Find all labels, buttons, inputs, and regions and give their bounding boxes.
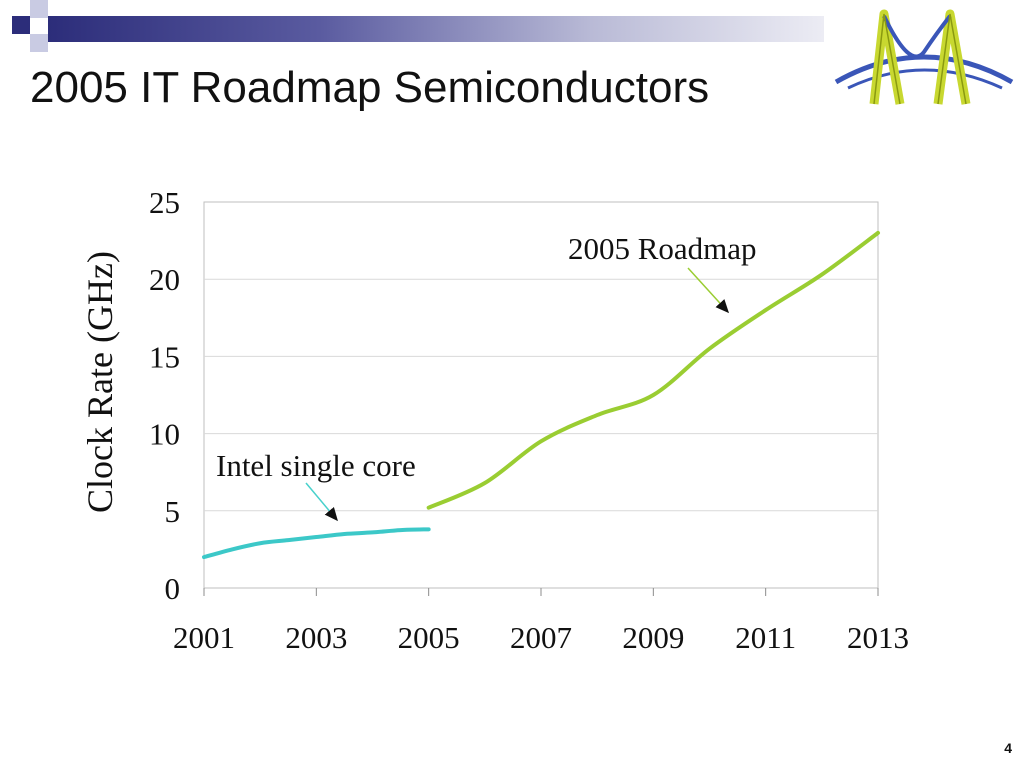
page-number: 4 xyxy=(1004,740,1012,756)
annotation-2005-roadmap: 2005 Roadmap xyxy=(568,231,757,266)
grid xyxy=(204,278,878,512)
y-tick-label: 15 xyxy=(149,339,180,374)
y-axis-label: Clock Rate (GHz) xyxy=(80,251,120,513)
x-tick-label: 2013 xyxy=(847,620,909,655)
annotation-intel-single-core: Intel single core xyxy=(216,448,416,483)
x-tick-label: 2011 xyxy=(735,620,796,655)
y-tick-label: 20 xyxy=(149,262,180,297)
x-tick-label: 2005 xyxy=(398,620,460,655)
y-tick-label: 25 xyxy=(149,185,180,220)
x-axis: 2001 2003 2005 2007 2009 2011 2013 xyxy=(173,588,909,655)
x-tick-label: 2001 xyxy=(173,620,235,655)
header-gradient-bar xyxy=(48,16,824,42)
y-axis: 0 5 10 15 20 25 xyxy=(149,185,180,606)
annotation-intel-arrow xyxy=(305,482,338,522)
plot-area xyxy=(203,201,879,589)
bridge-logo xyxy=(834,9,1014,105)
slide-title: 2005 IT Roadmap Semiconductors xyxy=(30,63,710,112)
series-line-intel-single-core xyxy=(202,527,431,560)
x-tick-label: 2003 xyxy=(285,620,347,655)
series-line-2005-roadmap xyxy=(426,230,880,510)
annotation-roadmap-arrow xyxy=(687,267,730,314)
x-tick-label: 2007 xyxy=(510,620,572,655)
y-tick-label: 5 xyxy=(165,494,181,529)
y-tick-label: 0 xyxy=(165,571,181,606)
x-tick-label: 2009 xyxy=(622,620,684,655)
y-tick-label: 10 xyxy=(149,417,180,452)
series xyxy=(202,230,880,560)
